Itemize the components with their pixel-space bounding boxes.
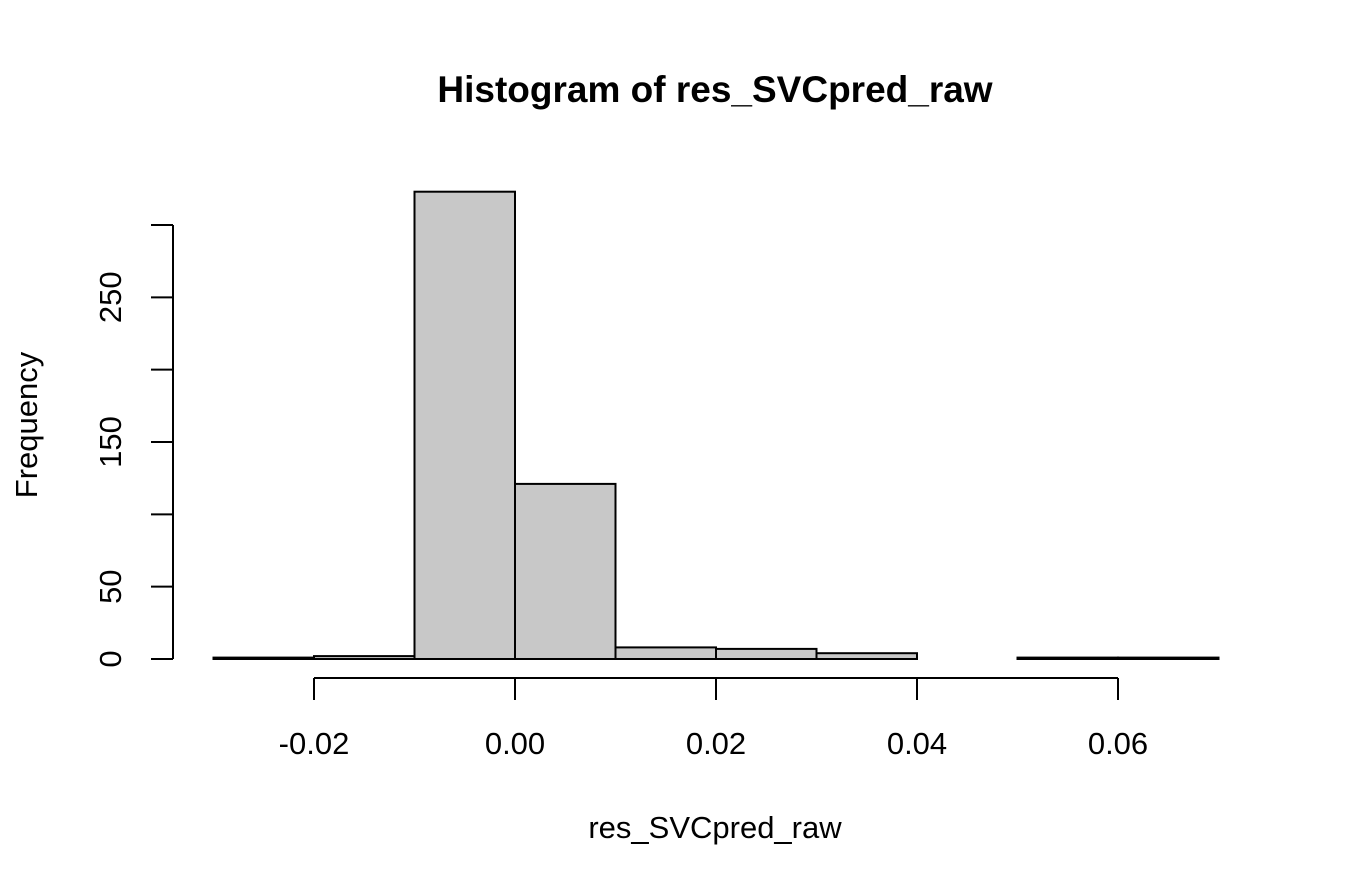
x-axis-label: res_SVCpred_raw (588, 810, 842, 845)
x-tick-label: 0.00 (485, 726, 545, 761)
histogram-bar (1117, 656, 1220, 660)
y-axis: 0 50 150 250 (93, 223, 174, 668)
histogram-bar (1016, 656, 1119, 660)
y-tick-label: 150 (93, 416, 128, 468)
x-tick-label: 0.06 (1088, 726, 1148, 761)
histogram-bar (715, 647, 818, 661)
x-tick-label: 0.04 (887, 726, 947, 761)
y-axis-label: Frequency (9, 351, 44, 498)
histogram-bar (212, 656, 315, 660)
x-tick-label: -0.02 (279, 726, 350, 761)
histogram-bar (313, 655, 416, 660)
y-tick-label: 50 (93, 569, 128, 603)
x-tick-label: 0.02 (686, 726, 746, 761)
histogram-bar (614, 646, 717, 661)
histogram-bar (815, 652, 918, 661)
bars-group (212, 190, 1220, 661)
y-tick-label: 250 (93, 271, 128, 323)
chart-title: Histogram of res_SVCpred_raw (437, 69, 992, 110)
histogram-bar (514, 482, 617, 660)
y-tick-label: 0 (93, 650, 128, 667)
x-axis: -0.02 0.00 0.02 0.04 0.06 (279, 677, 1148, 761)
histogram-bar (413, 190, 516, 660)
